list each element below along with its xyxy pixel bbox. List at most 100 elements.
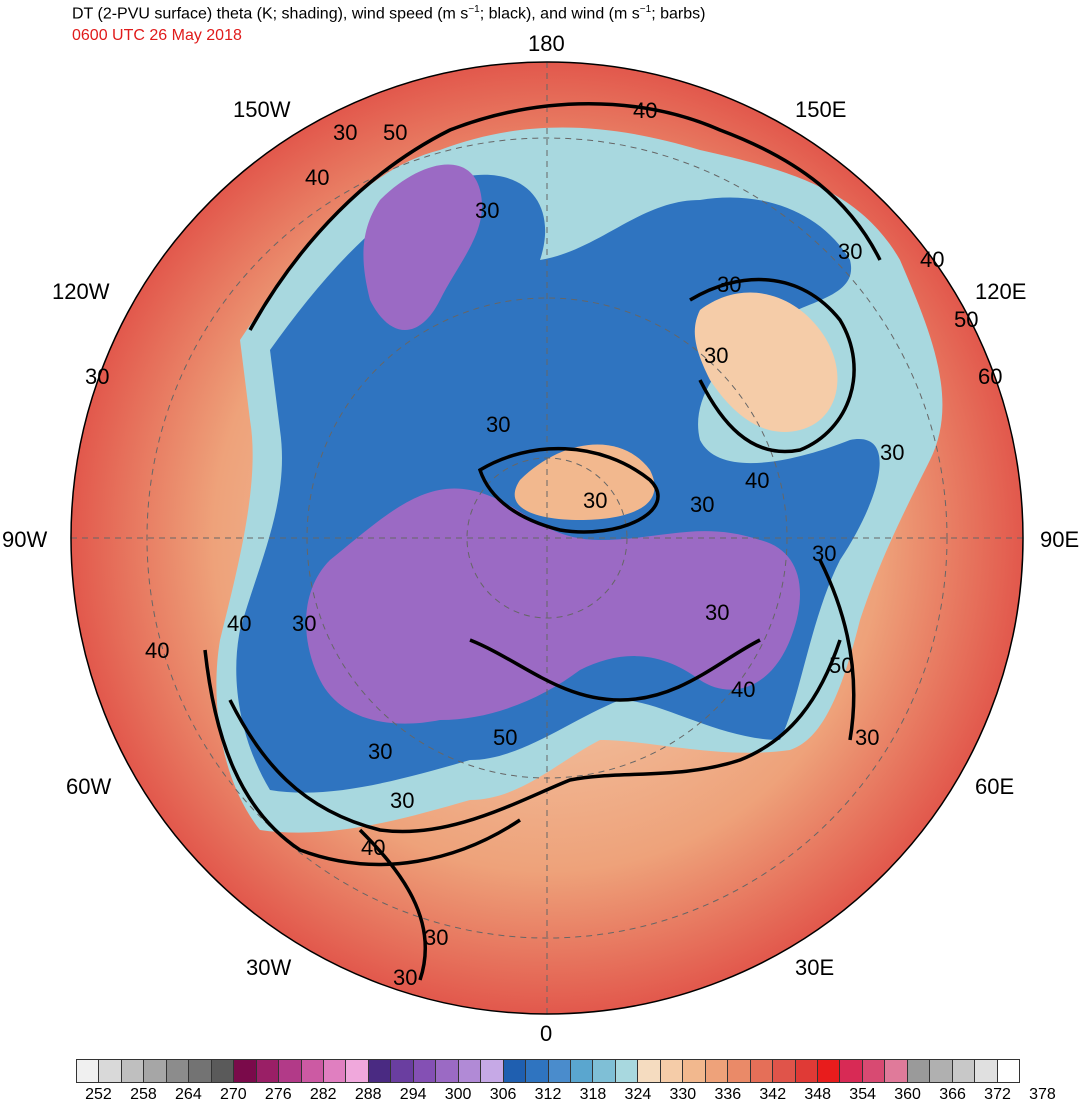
contour-label: 30: [704, 343, 728, 368]
purple-air-region: [306, 488, 800, 724]
colorbar-swatch: [256, 1060, 280, 1082]
colorbar-swatch: [503, 1060, 527, 1082]
contour-label: 30: [85, 364, 109, 389]
contour-label: 30: [855, 725, 879, 750]
colorbar-swatch: [817, 1060, 841, 1082]
colorbar-swatch: [728, 1060, 751, 1082]
contour-label: 30: [880, 440, 904, 465]
colorbar-swatch: [234, 1060, 257, 1082]
contour-label: 40: [361, 835, 385, 860]
contour-label: 30: [368, 739, 392, 764]
contour-label: 40: [633, 98, 657, 123]
contour-label: 40: [305, 165, 329, 190]
colorbar-tick-label: 348: [804, 1086, 832, 1103]
wind-speed-contours: [203, 102, 882, 981]
colorbar-swatch: [952, 1060, 976, 1082]
lon-label-120w: 120W: [52, 279, 110, 304]
theta-colorbar: [76, 1059, 1020, 1083]
lon-label-30w: 30W: [246, 955, 291, 980]
colorbar-swatch: [773, 1060, 796, 1082]
colorbar-swatch: [481, 1060, 504, 1082]
warm-tongue-region: [514, 444, 655, 520]
contour-label: 30: [838, 239, 862, 264]
contour-label: 30: [424, 925, 448, 950]
contour-label: 30: [705, 600, 729, 625]
colorbar-tick-label: 276: [264, 1086, 292, 1103]
contour-label: 40: [731, 677, 755, 702]
colorbar-tick-label: 294: [399, 1086, 427, 1103]
colorbar-tick-label: 366: [939, 1086, 966, 1103]
colorbar-swatch: [121, 1060, 145, 1082]
colorbar-swatch: [526, 1060, 549, 1082]
purple-air-region-north: [363, 164, 482, 330]
colorbar-swatch: [166, 1060, 190, 1082]
contour-label: 50: [829, 653, 853, 678]
colorbar-tick-label: 258: [130, 1086, 157, 1103]
colorbar-swatch: [99, 1060, 122, 1082]
colorbar-swatch: [346, 1060, 369, 1082]
colorbar-tick-label: 312: [534, 1086, 562, 1103]
title-part: ; black), and wind (m s: [479, 5, 640, 23]
contour-label: 30: [717, 272, 741, 297]
colorbar-swatch: [638, 1060, 661, 1082]
colorbar-swatch: [615, 1060, 639, 1082]
colorbar-tick-label: 288: [354, 1086, 382, 1103]
contour-label: 40: [745, 468, 769, 493]
colorbar-swatch: [750, 1060, 774, 1082]
theta-shading: [71, 62, 1023, 1014]
map-boundary: [70, 61, 1024, 1015]
colorbar-tick-label: 342: [759, 1086, 787, 1103]
colorbar-swatch: [997, 1060, 1020, 1082]
lon-label-180: 180: [528, 31, 565, 56]
colorbar-tick-label: 378: [1029, 1086, 1056, 1103]
colorbar-swatch: [413, 1060, 437, 1082]
colorbar-tick-labels: 252 258 264 270 276 282 288 294 300 306 312 318 324 3…: [76, 1086, 1056, 1104]
title-part: ; barbs): [651, 5, 706, 23]
colorbar-tick-label: 318: [579, 1086, 607, 1103]
colorbar-tick-label: 252: [85, 1086, 112, 1103]
title-superscript: −1: [468, 4, 480, 15]
colorbar-swatch: [436, 1060, 459, 1082]
colorbar-tick-label: 324: [624, 1086, 652, 1103]
colorbar-swatch: [862, 1060, 886, 1082]
colorbar-swatch: [77, 1060, 100, 1082]
contour-label: 30: [583, 488, 607, 513]
contour-label: 30: [393, 965, 417, 990]
contour-label: 40: [227, 611, 251, 636]
valid-time: 0600 UTC 26 May 2018: [72, 27, 242, 44]
colorbar-swatch: [301, 1060, 324, 1082]
colorbar-tick-label: 264: [175, 1086, 202, 1103]
colorbar-tick-label: 306: [489, 1086, 517, 1103]
colorbar-swatch: [705, 1060, 729, 1082]
lon-label-150w: 150W: [233, 97, 291, 122]
colorbar-swatch: [683, 1060, 706, 1082]
colorbar-swatch: [189, 1060, 212, 1082]
lon-label-0: 0: [540, 1021, 552, 1046]
lon-label-90e: 90E: [1040, 527, 1079, 552]
colorbar-swatch: [368, 1060, 392, 1082]
colorbar-tick-label: 282: [309, 1086, 337, 1103]
title-superscript: −1: [639, 4, 652, 15]
colorbar-swatch: [211, 1060, 235, 1082]
colorbar-tick-label: 354: [849, 1086, 877, 1103]
title-part: DT (2-PVU surface) theta (K; shading), w…: [72, 5, 469, 23]
colorbar-swatch: [593, 1060, 616, 1082]
colorbar-swatch: [279, 1060, 302, 1082]
colorbar-swatch: [907, 1060, 931, 1082]
colorbar-swatch: [323, 1060, 347, 1082]
lon-label-120e: 120E: [975, 279, 1026, 304]
colorbar-tick-label: 372: [984, 1086, 1011, 1103]
colorbar-swatch: [840, 1060, 863, 1082]
colorbar-tick-label: 360: [894, 1086, 921, 1103]
colorbar-swatch: [570, 1060, 594, 1082]
lon-label-90w: 90W: [2, 527, 47, 552]
warm-tongue-east: [694, 292, 838, 432]
colorbar-swatch: [975, 1060, 998, 1082]
colorbar-swatch: [391, 1060, 414, 1082]
colorbar-tick-label: 330: [669, 1086, 697, 1103]
contour-label: 40: [145, 638, 169, 663]
colorbar-swatch: [458, 1060, 482, 1082]
lon-label-30e: 30E: [795, 955, 834, 980]
colorbar-swatch: [548, 1060, 571, 1082]
colorbar-swatch: [885, 1060, 908, 1082]
